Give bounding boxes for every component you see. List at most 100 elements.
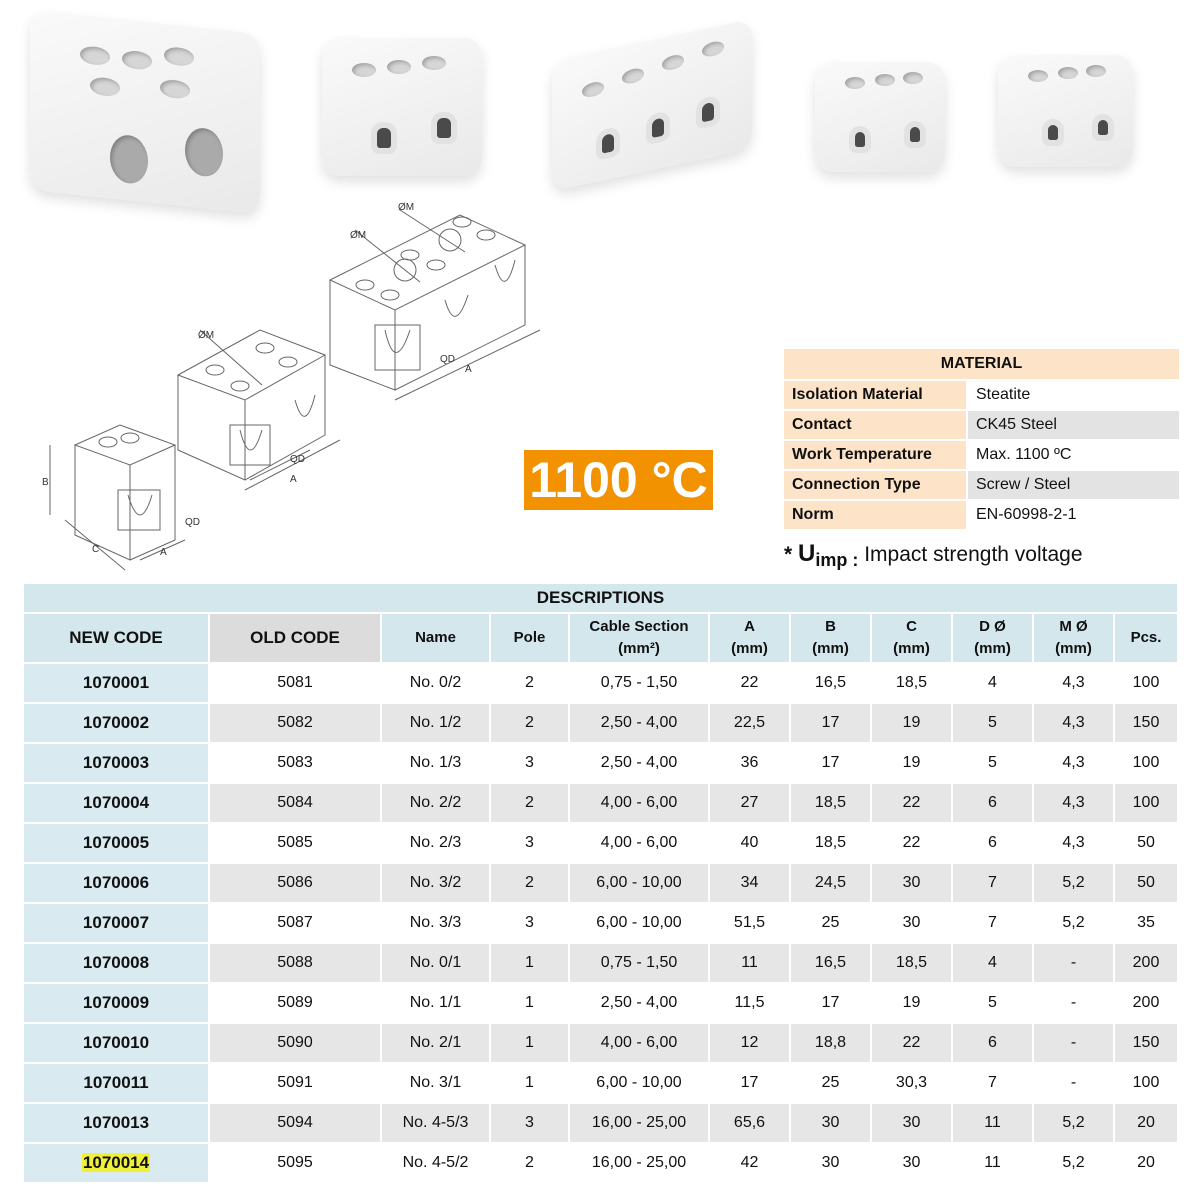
product-photo — [322, 38, 482, 176]
table-row: 1070003 5083 No. 1/3 3 2,50 - 4,00 36 17 19 5 4,3… — [24, 744, 1179, 784]
cell-a: 11 — [710, 944, 791, 984]
header-pole: Pole — [491, 614, 570, 664]
cell-text: No. 1/2 — [409, 714, 462, 731]
header-m: M Ø (mm) — [1034, 614, 1115, 664]
cell-name: No. 2/3 — [382, 824, 491, 864]
cell-name: No. 2/1 — [382, 1024, 491, 1064]
cell-m: - — [1034, 984, 1115, 1024]
cell-text: 25 — [821, 914, 840, 931]
cell-old-code: 5081 — [210, 664, 382, 704]
cell-new-code: 1070014 — [24, 1144, 210, 1184]
cell-text: 1070007 — [82, 913, 150, 932]
cell-name: No. 0/1 — [382, 944, 491, 984]
cell-text: 65,6 — [733, 1114, 766, 1131]
cell-c: 18,5 — [872, 944, 953, 984]
cell-text: 5082 — [277, 714, 313, 731]
cell-text: 5,2 — [1062, 1154, 1085, 1171]
cell-d: 7 — [953, 904, 1034, 944]
material-value: Steatite — [968, 381, 1179, 411]
label-qd: QD — [290, 454, 305, 465]
cell-text: 3 — [525, 914, 534, 931]
cell-old-code: 5089 — [210, 984, 382, 1024]
cell-text: 1070004 — [82, 793, 150, 812]
cell-text: 4,3 — [1062, 794, 1085, 811]
cell-a: 51,5 — [710, 904, 791, 944]
cell-name: No. 4-5/3 — [382, 1104, 491, 1144]
cell-new-code: 1070009 — [24, 984, 210, 1024]
cell-a: 34 — [710, 864, 791, 904]
cell-text: No. 2/1 — [409, 1034, 462, 1051]
label-a: A — [290, 474, 297, 485]
label-m: ØM — [350, 230, 366, 241]
cell-text: No. 4-5/3 — [402, 1114, 469, 1131]
cell-text: 17 — [821, 714, 840, 731]
cell-m: 5,2 — [1034, 1104, 1115, 1144]
cell-text: 4 — [988, 954, 997, 971]
cell-cable-section: 4,00 - 6,00 — [570, 824, 710, 864]
cell-new-code: 1070011 — [24, 1064, 210, 1104]
cell-name: No. 3/1 — [382, 1064, 491, 1104]
cell-text: 5 — [988, 714, 997, 731]
cell-text: 1070010 — [82, 1033, 150, 1052]
cell-text: 16,5 — [814, 674, 847, 691]
cell-c: 22 — [872, 1024, 953, 1064]
cell-name: No. 2/2 — [382, 784, 491, 824]
cell-d: 11 — [953, 1104, 1034, 1144]
cell-new-code: 1070003 — [24, 744, 210, 784]
cell-text: No. 3/3 — [409, 914, 462, 931]
cell-m: 5,2 — [1034, 1144, 1115, 1184]
cell-text: - — [1070, 1074, 1077, 1091]
material-row: Norm EN-60998-2-1 — [784, 501, 1179, 531]
cell-text: 50 — [1137, 834, 1155, 851]
cell-text: 35 — [1137, 914, 1155, 931]
cell-c: 22 — [872, 784, 953, 824]
cell-text: 42 — [740, 1154, 759, 1171]
dimension-drawings: ØM ØM ØM QD QD QD A A A B C — [42, 202, 541, 571]
cell-text: No. 1/1 — [409, 994, 462, 1011]
cell-c: 22 — [872, 824, 953, 864]
cell-b: 18,8 — [791, 1024, 872, 1064]
cell-b: 25 — [791, 1064, 872, 1104]
cell-text: 2,50 - 4,00 — [600, 714, 678, 731]
cell-text: 11 — [741, 954, 758, 971]
cell-text: No. 1/3 — [409, 754, 462, 771]
cell-text: 17 — [821, 994, 840, 1011]
cell-text: 1070008 — [82, 953, 150, 972]
material-row: Connection Type Screw / Steel — [784, 471, 1179, 501]
cell-cable-section: 0,75 - 1,50 — [570, 944, 710, 984]
cell-text: 1070009 — [82, 993, 150, 1012]
cell-b: 17 — [791, 984, 872, 1024]
material-key: Norm — [784, 501, 968, 531]
cell-old-code: 5088 — [210, 944, 382, 984]
cell-new-code: 1070001 — [24, 664, 210, 704]
cell-text: 7 — [988, 1074, 997, 1091]
label-m: ØM — [398, 202, 414, 213]
cell-b: 17 — [791, 704, 872, 744]
cell-text: 30 — [821, 1154, 840, 1171]
cell-name: No. 0/2 — [382, 664, 491, 704]
cell-text: No. 3/1 — [409, 1074, 462, 1091]
cell-c: 30 — [872, 864, 953, 904]
cell-name: No. 4-5/2 — [382, 1144, 491, 1184]
table-row: 1070010 5090 No. 2/1 1 4,00 - 6,00 12 18,8 22 6 -… — [24, 1024, 1179, 1064]
cell-text: 5095 — [277, 1154, 313, 1171]
descriptions-table: DESCRIPTIONS NEW CODE OLD CODE Name Pole… — [24, 584, 1179, 1184]
cell-text: 100 — [1132, 674, 1160, 691]
cell-text: 16,5 — [814, 954, 847, 971]
cell-text: 30 — [902, 914, 921, 931]
material-key: Isolation Material — [784, 381, 968, 411]
cell-cable-section: 2,50 - 4,00 — [570, 704, 710, 744]
cell-c: 30 — [872, 904, 953, 944]
table-row: 1070014 5095 No. 4-5/2 2 16,00 - 25,00 42 30 30… — [24, 1144, 1179, 1184]
cell-a: 22,5 — [710, 704, 791, 744]
cell-pole: 2 — [491, 1144, 570, 1184]
cell-b: 18,5 — [791, 784, 872, 824]
cell-text: 2,50 - 4,00 — [600, 754, 678, 771]
cell-name: No. 3/2 — [382, 864, 491, 904]
cell-m: 5,2 — [1034, 904, 1115, 944]
cell-text: 11 — [984, 1154, 1001, 1171]
header-name: Name — [382, 614, 491, 664]
cell-d: 5 — [953, 744, 1034, 784]
cell-pole: 1 — [491, 1024, 570, 1064]
cell-pole: 1 — [491, 944, 570, 984]
